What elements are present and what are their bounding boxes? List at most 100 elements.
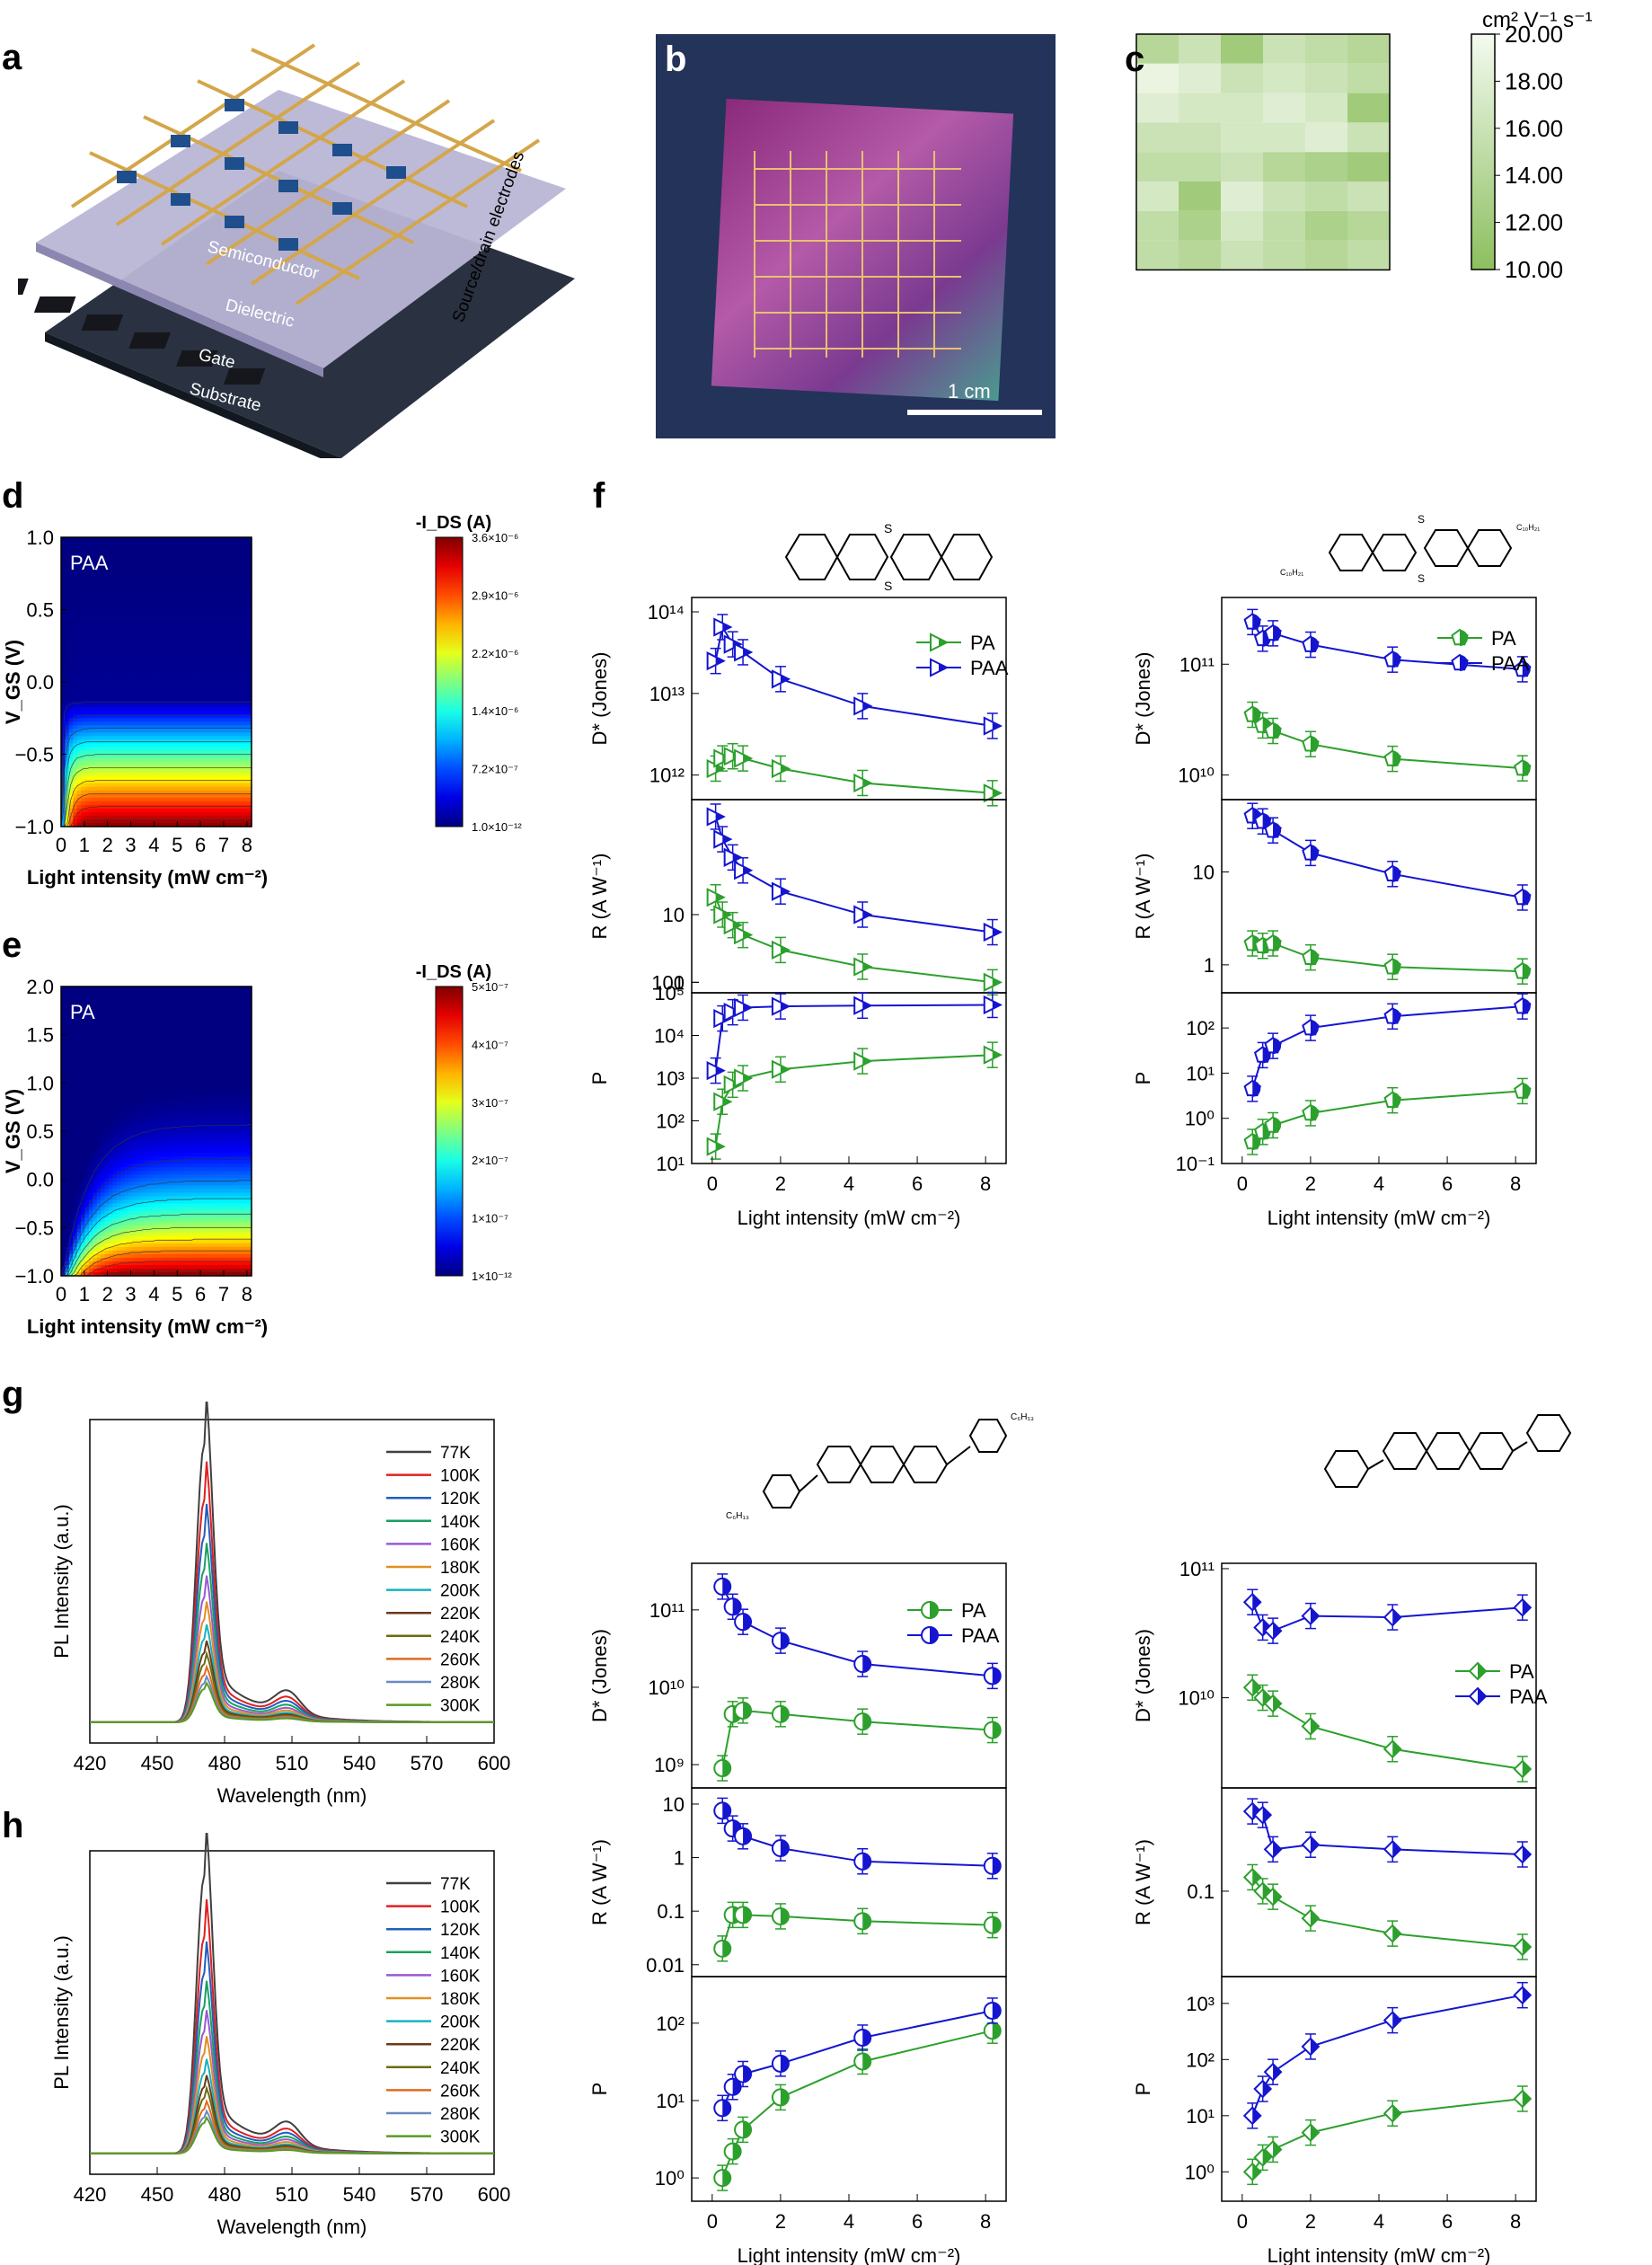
heat-cell <box>88 736 93 740</box>
heat-cell <box>235 659 241 665</box>
heat-cell <box>65 1167 70 1172</box>
heat-cell <box>188 577 193 581</box>
heat-cell <box>176 659 181 665</box>
heat-cell <box>116 815 121 820</box>
heat-cell <box>199 808 205 813</box>
heat-cell <box>93 757 98 763</box>
heat-cell <box>196 627 201 633</box>
heat-cell <box>101 537 106 542</box>
heat-cell <box>93 1243 98 1248</box>
heat-cell <box>104 775 110 781</box>
heat-cell <box>101 544 106 549</box>
heat-cell <box>148 801 154 806</box>
heat-cell <box>81 779 86 784</box>
heat-cell <box>65 1189 70 1194</box>
heat-cell <box>88 761 93 766</box>
heat-cell <box>101 994 106 998</box>
heat-cell <box>247 718 252 722</box>
heat-cell <box>152 714 157 719</box>
heat-cell <box>73 1087 78 1093</box>
heat-cell <box>196 761 201 766</box>
heat-cell <box>93 562 98 567</box>
heat-cell <box>65 1261 70 1266</box>
heat-cell <box>96 718 102 722</box>
heat-cell <box>224 649 229 654</box>
heat-cell <box>96 804 102 810</box>
heat-cell <box>76 602 82 607</box>
heat-cell <box>81 1044 86 1049</box>
heat-cell <box>144 606 149 611</box>
heat-cell <box>199 555 205 560</box>
heat-cell <box>168 566 173 571</box>
heat-cell <box>120 674 126 679</box>
heat-cell <box>128 670 134 676</box>
heat-cell <box>65 570 70 574</box>
heat-cell <box>243 743 249 748</box>
heat-cell <box>68 1185 74 1190</box>
heat-cell <box>96 997 102 1002</box>
heat-cell <box>120 736 126 740</box>
heat-cell <box>180 649 185 654</box>
heat-cell <box>128 721 134 726</box>
heat-cell <box>84 729 90 733</box>
mobility-cell <box>1221 122 1263 153</box>
heat-cell <box>96 544 102 549</box>
heat-cell <box>124 616 129 622</box>
heat-cell <box>84 1094 90 1100</box>
heat-cell <box>109 1008 114 1013</box>
heat-cell <box>128 779 134 784</box>
heat-cell <box>109 1146 114 1150</box>
heat-cell <box>112 631 118 636</box>
heat-cell <box>81 801 86 806</box>
heat-cell <box>136 811 141 817</box>
heat-cell <box>93 1235 98 1241</box>
heat-cell <box>176 591 181 596</box>
heat-cell <box>180 570 185 574</box>
heat-cell <box>96 620 102 625</box>
heat-cell <box>84 696 90 701</box>
heat-cell <box>219 693 225 697</box>
heat-cell <box>156 674 162 679</box>
heat-cell <box>152 696 157 701</box>
heat-cell <box>247 566 252 571</box>
heat-cell <box>96 1109 102 1114</box>
heat-cell <box>144 552 149 556</box>
heat-cell <box>163 815 169 820</box>
heat-cell <box>120 616 126 622</box>
heat-cell <box>96 786 102 792</box>
heat-cell <box>128 552 134 556</box>
heat-cell <box>81 1250 86 1255</box>
heat-cell <box>216 634 221 640</box>
heat-cell <box>88 1044 93 1049</box>
heat-cell <box>104 765 110 770</box>
panel-label-a: a <box>2 38 22 77</box>
heat-cell <box>73 1153 78 1157</box>
heat-cell <box>148 627 154 633</box>
heat-cell <box>199 790 205 795</box>
heat-cell <box>243 606 249 611</box>
heat-cell <box>76 645 82 650</box>
heat-cell <box>84 689 90 694</box>
heat-cell <box>231 559 236 563</box>
heat-cell <box>84 638 90 643</box>
heat-cell <box>76 656 82 661</box>
heat-cell <box>96 790 102 795</box>
heat-cell <box>148 624 154 629</box>
heat-cell <box>168 797 173 802</box>
heat-cell <box>68 772 74 777</box>
heat-cell <box>208 696 213 701</box>
heat-cell <box>112 808 118 813</box>
heat-cell <box>124 566 129 571</box>
heat-cell <box>239 775 244 781</box>
heat-cell <box>132 811 137 817</box>
heat-cell <box>96 1261 102 1266</box>
heat-cell <box>247 689 252 694</box>
heat-cell <box>61 1214 66 1219</box>
heat-cell <box>235 663 241 668</box>
heat-cell <box>191 566 197 571</box>
heat-cell <box>199 736 205 740</box>
heat-cell <box>65 693 70 697</box>
heat-cell <box>148 570 154 574</box>
heat-cell <box>156 573 162 578</box>
heat-cell <box>208 725 213 730</box>
